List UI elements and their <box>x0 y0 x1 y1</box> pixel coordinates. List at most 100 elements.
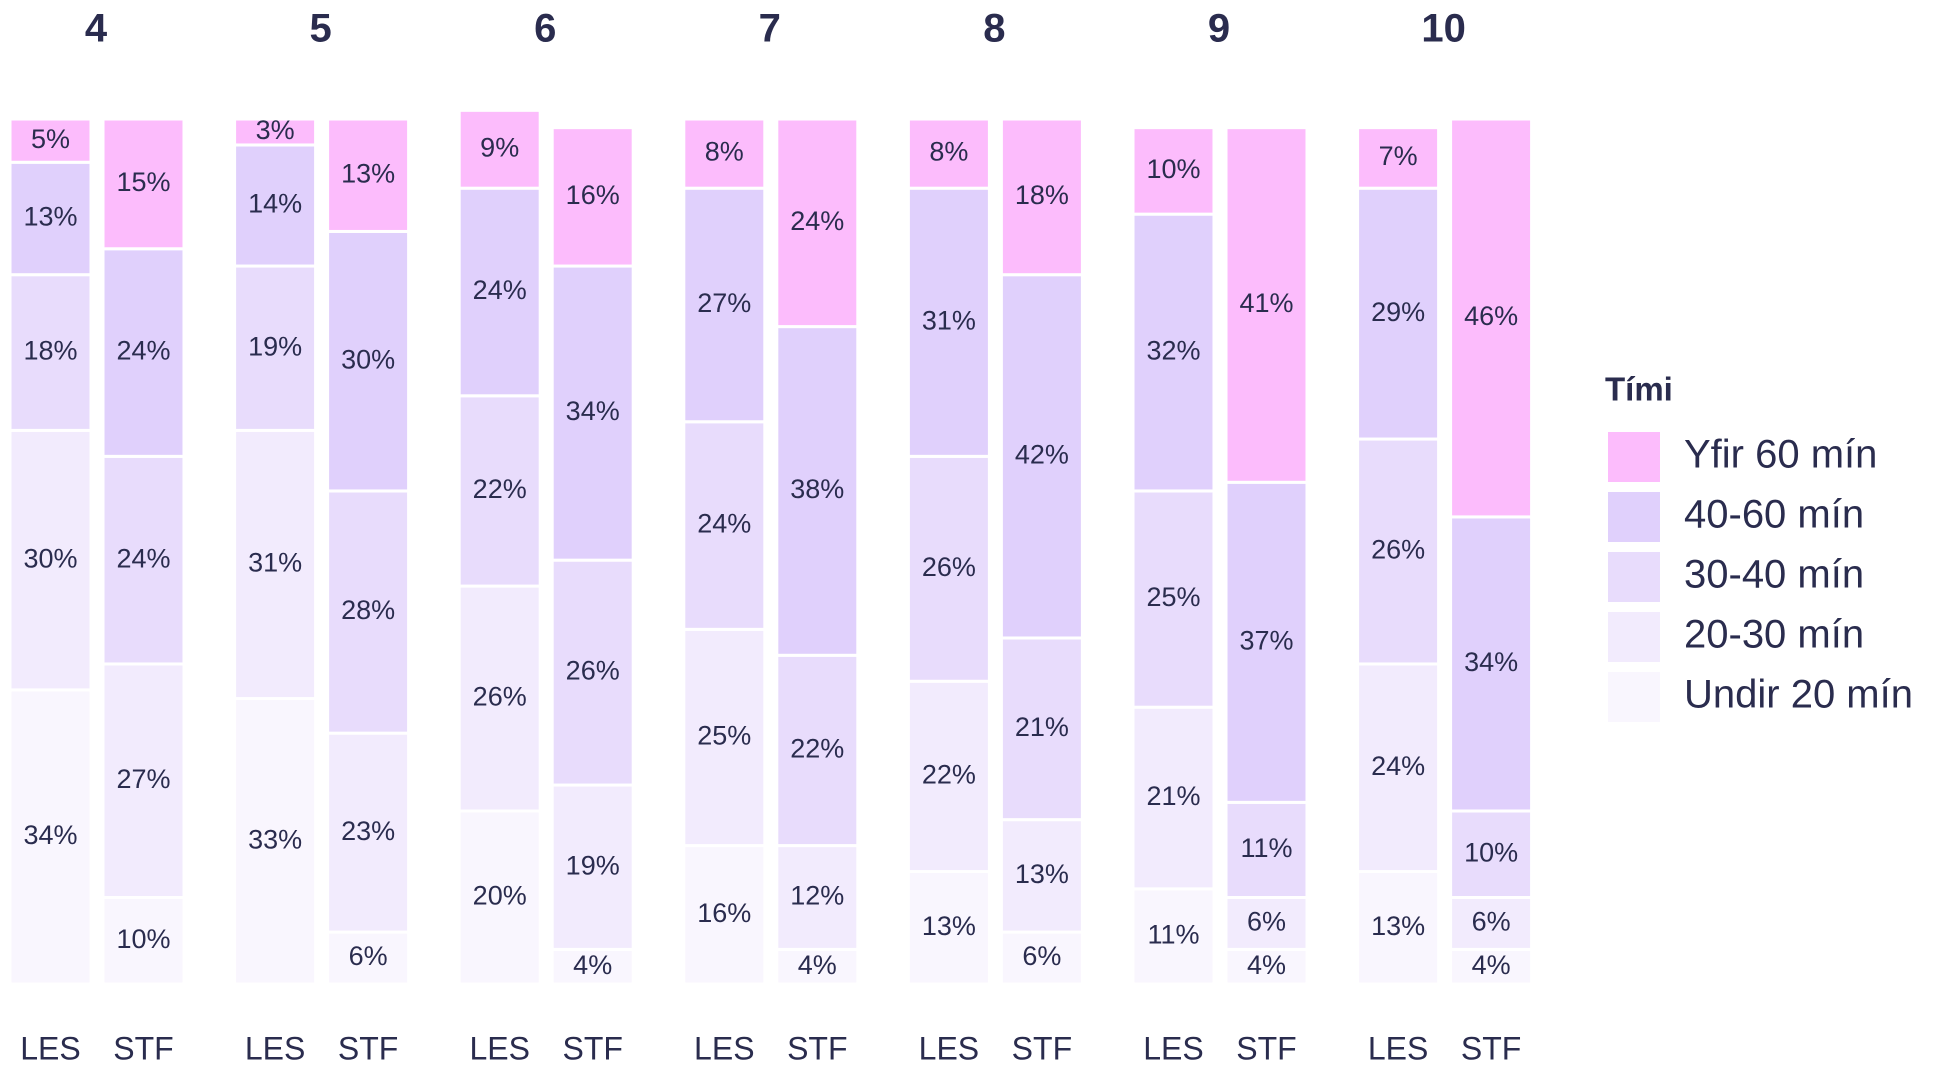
bar-segment <box>8 688 93 986</box>
data-label: 3% <box>256 115 295 145</box>
bar-segment <box>1224 126 1309 484</box>
data-label: 27% <box>697 288 751 318</box>
bar-segment <box>8 428 93 692</box>
data-label: 31% <box>248 548 302 578</box>
data-label: 31% <box>922 305 976 335</box>
bar-segment <box>8 160 93 277</box>
bar-segment <box>550 558 635 787</box>
bar-segment <box>906 870 991 986</box>
bar-segment <box>1224 480 1309 804</box>
bar-segment <box>233 264 318 432</box>
data-label: 24% <box>697 509 751 539</box>
facet-title: 8 <box>983 7 1005 51</box>
bar-segment <box>1131 705 1216 891</box>
bar-segment <box>550 126 635 268</box>
data-label: 22% <box>473 474 527 504</box>
x-tick-label: LES <box>1143 1030 1203 1066</box>
data-label: 10% <box>1146 154 1200 184</box>
x-tick-label: STF <box>1461 1030 1521 1066</box>
data-label: 4% <box>1247 950 1286 980</box>
legend-label: 40-60 mín <box>1684 493 1864 537</box>
facet-title: 7 <box>759 7 781 51</box>
data-label: 14% <box>248 189 302 219</box>
data-label: 33% <box>248 824 302 854</box>
data-label: 37% <box>1239 625 1293 655</box>
bar-segment <box>1356 662 1441 874</box>
bar-segment <box>775 947 860 986</box>
legend-swatch <box>1608 672 1660 722</box>
data-label: 41% <box>1239 288 1293 318</box>
data-label: 26% <box>473 682 527 712</box>
data-label: 7% <box>1379 141 1418 171</box>
data-label: 25% <box>1146 582 1200 612</box>
data-label: 11% <box>1147 920 1199 950</box>
bar-segment <box>682 186 767 424</box>
x-tick-label: STF <box>787 1030 847 1066</box>
bar-segment <box>1449 947 1534 986</box>
bar-segment <box>999 636 1084 822</box>
data-label: 24% <box>473 275 527 305</box>
data-label: 34% <box>566 396 620 426</box>
data-label: 26% <box>922 552 976 582</box>
x-tick-label: LES <box>919 1030 979 1066</box>
data-label: 11% <box>1240 833 1292 863</box>
data-label: 8% <box>705 137 744 167</box>
data-label: 9% <box>480 132 519 162</box>
bar-segment <box>1356 870 1441 986</box>
data-label: 10% <box>116 924 170 954</box>
bar-segment <box>326 731 411 934</box>
bar-segment <box>1356 437 1441 666</box>
data-label: 19% <box>566 850 620 880</box>
data-label: 5% <box>31 124 70 154</box>
bar-segment <box>906 117 991 190</box>
legend-swatch <box>1608 612 1660 662</box>
data-label: 16% <box>697 898 751 928</box>
legend-swatch <box>1608 492 1660 542</box>
data-label: 15% <box>116 167 170 197</box>
bar-segment <box>101 247 186 458</box>
data-label: 24% <box>790 206 844 236</box>
bar-segment <box>1224 800 1309 899</box>
legend-swatch <box>1608 432 1660 482</box>
bar-segment <box>682 117 767 190</box>
data-label: 20% <box>473 881 527 911</box>
bar-segment <box>457 108 542 190</box>
data-label: 13% <box>922 911 976 941</box>
data-label: 18% <box>1015 180 1069 210</box>
bar-segment <box>233 697 318 986</box>
data-label: 34% <box>1464 647 1518 677</box>
facet-title: 4 <box>85 7 108 51</box>
data-label: 10% <box>1464 837 1518 867</box>
data-label: 4% <box>573 950 612 980</box>
data-label: 24% <box>116 543 170 573</box>
data-label: 13% <box>1015 859 1069 889</box>
data-label: 19% <box>248 331 302 361</box>
bar-segment <box>457 186 542 398</box>
facet-title: 9 <box>1208 7 1230 51</box>
data-label: 25% <box>697 721 751 751</box>
data-label: 4% <box>1472 950 1511 980</box>
data-label: 30% <box>341 344 395 374</box>
data-label: 8% <box>929 137 968 167</box>
data-label: 30% <box>23 543 77 573</box>
data-label: 32% <box>1146 336 1200 366</box>
x-tick-label: LES <box>469 1030 529 1066</box>
data-label: 34% <box>23 820 77 850</box>
data-label: 22% <box>790 734 844 764</box>
bar-segment <box>326 229 411 493</box>
bar-segment <box>1356 126 1441 190</box>
bar-segment <box>1449 117 1534 519</box>
legend-title: Tími <box>1605 371 1673 408</box>
bar-segment <box>326 117 411 233</box>
data-label: 38% <box>790 474 844 504</box>
bar-segment <box>682 627 767 848</box>
bar-segment <box>550 264 635 562</box>
data-label: 6% <box>1247 907 1286 937</box>
data-label: 27% <box>116 764 170 794</box>
x-tick-label: STF <box>1012 1030 1072 1066</box>
x-tick-label: LES <box>1368 1030 1428 1066</box>
bar-segment <box>101 662 186 900</box>
x-tick-label: STF <box>113 1030 173 1066</box>
x-tick-label: LES <box>245 1030 305 1066</box>
